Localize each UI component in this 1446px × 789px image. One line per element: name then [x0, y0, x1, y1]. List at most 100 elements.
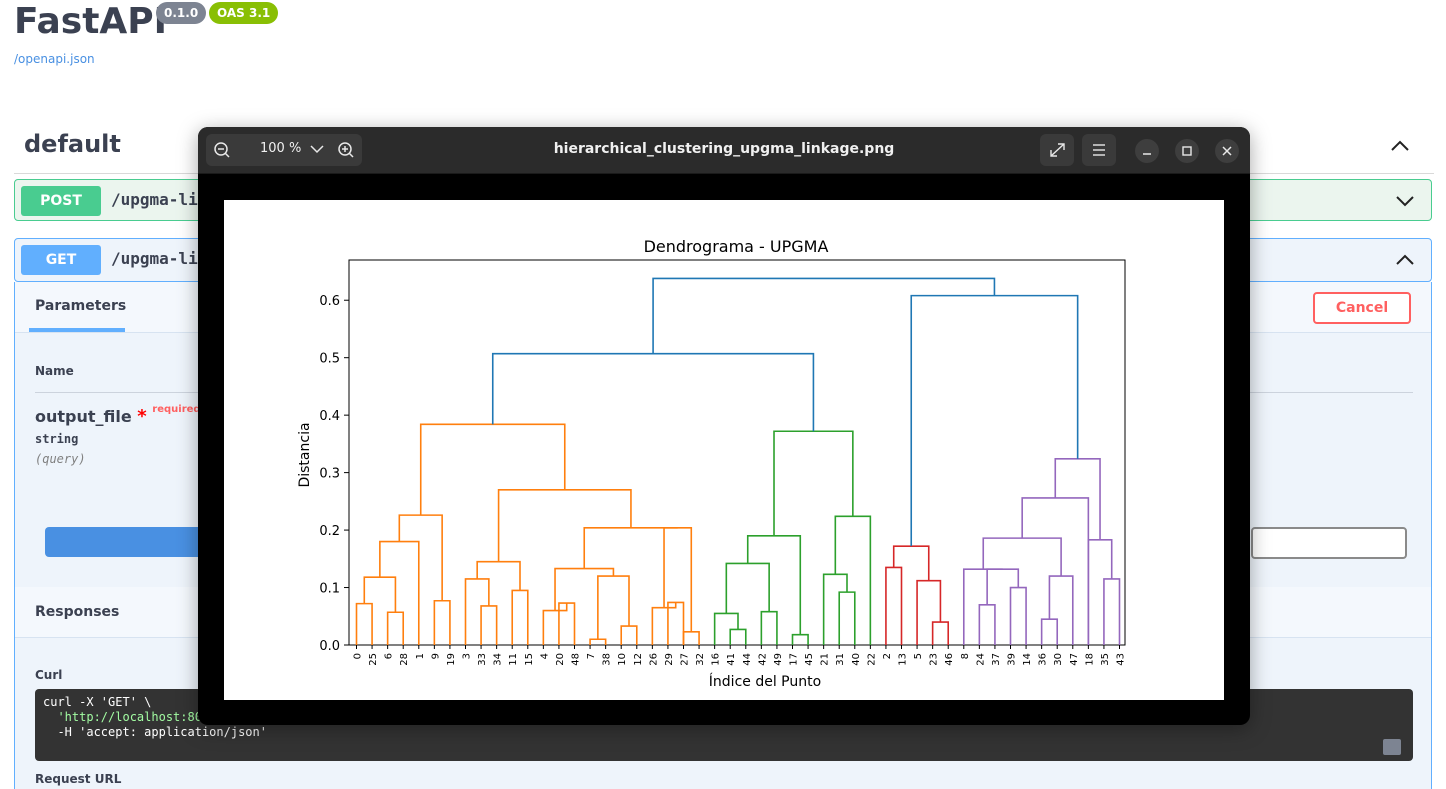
zoom-level[interactable]: 100 % — [260, 141, 302, 156]
chart-title: Dendrograma - UPGMA — [644, 237, 829, 256]
dendrogram-link — [363, 576, 397, 613]
post-method-badge: POST — [21, 186, 101, 216]
dendrogram-link — [892, 545, 930, 581]
leaf-label: 30 — [1053, 653, 1064, 666]
curl-line-3: -H 'accept: application/json' — [43, 725, 267, 739]
leaf-label: 12 — [633, 653, 644, 666]
leaf-label: 27 — [680, 653, 691, 666]
leaf-label: 40 — [851, 653, 862, 666]
dendrogram-link — [1087, 539, 1113, 645]
leaf-label: 19 — [446, 653, 457, 666]
close-icon — [1222, 146, 1232, 156]
leaf-label: 49 — [773, 653, 784, 666]
post-path: /upgma-li — [111, 190, 198, 209]
copy-icon[interactable] — [1383, 739, 1401, 755]
leaf-label: 33 — [477, 653, 488, 666]
oas-badge: OAS 3.1 — [209, 2, 279, 24]
leaf-label: 41 — [726, 653, 737, 666]
dendrogram-link — [558, 602, 576, 645]
leaf-label: 5 — [913, 653, 924, 659]
dendrogram-link — [511, 589, 529, 645]
leaf-label: 35 — [1100, 653, 1111, 666]
dendrogram-link — [1009, 586, 1027, 645]
dendrogram-link — [398, 514, 443, 601]
dendrogram-link — [978, 603, 996, 645]
close-button[interactable] — [1215, 139, 1239, 163]
tab-parameters[interactable]: Parameters — [35, 298, 127, 314]
y-tick-label: 0.6 — [319, 294, 340, 309]
leaf-label: 39 — [1007, 653, 1018, 666]
leaf-label: 44 — [742, 653, 753, 666]
section-title[interactable]: default — [24, 130, 121, 158]
dendrogram-link — [497, 489, 632, 562]
dendrogram-link — [986, 568, 1020, 605]
required-label: required — [152, 404, 201, 415]
fullscreen-button[interactable] — [1040, 134, 1074, 166]
minimize-icon — [1143, 153, 1151, 155]
leaf-label: 3 — [462, 653, 473, 659]
dendrogram-link — [729, 628, 747, 645]
get-method-badge: GET — [21, 245, 101, 275]
zoom-in-icon[interactable] — [330, 134, 362, 166]
leaf-label: 6 — [384, 653, 395, 659]
dendrogram-link — [620, 625, 638, 645]
dendrogram-link — [725, 562, 770, 614]
menu-button[interactable] — [1082, 134, 1116, 166]
zoom-controls: 100 % — [206, 134, 362, 166]
leaf-label: 14 — [1022, 653, 1033, 666]
leaf-label: 4 — [539, 653, 550, 659]
y-tick-label: 0.1 — [319, 582, 340, 597]
leaf-label: 31 — [835, 653, 846, 666]
hamburger-icon — [1093, 144, 1105, 156]
viewer-titlebar[interactable]: 100 % hierarchical_clustering_upgma_link… — [198, 127, 1250, 174]
request-url-label: Request URL — [35, 772, 122, 786]
curl-line-1-text: curl -X 'GET' \ — [43, 695, 152, 709]
dendrogram-link — [554, 567, 615, 611]
chevron-up-icon[interactable] — [1395, 253, 1415, 267]
openapi-json-link[interactable]: /openapi.json — [14, 52, 95, 66]
y-tick-label: 0.4 — [319, 409, 340, 424]
app-title: FastAPI — [14, 1, 168, 42]
maximize-icon — [1182, 146, 1192, 156]
version-badge: 0.1.0 — [156, 2, 207, 24]
dendrogram-link — [652, 277, 996, 354]
dendrogram-link — [885, 566, 903, 645]
leaf-label: 2 — [882, 653, 893, 659]
chevron-up-icon[interactable] — [1390, 138, 1410, 152]
dendrogram-link — [760, 610, 778, 645]
responses-title: Responses — [35, 604, 120, 620]
zoom-out-icon[interactable] — [206, 134, 238, 166]
dendrogram-link — [379, 540, 420, 645]
image-canvas: Dendrograma - UPGMA 0.0 0.1 0.2 0.3 0.4 0.5 0.… — [224, 200, 1224, 700]
leaf-label: 26 — [648, 653, 659, 666]
dendrogram-link — [1048, 575, 1074, 645]
plot-frame — [348, 259, 1126, 646]
clear-button[interactable] — [1251, 527, 1407, 559]
leaf-label: 18 — [1084, 653, 1095, 666]
dendrogram-link — [838, 591, 856, 645]
leaf-label: 9 — [430, 653, 441, 659]
leaf-label: 8 — [960, 653, 971, 659]
dendrogram-link — [597, 575, 630, 640]
leaf-label: 38 — [602, 653, 613, 666]
param-type: string — [35, 432, 79, 446]
leaf-label: 28 — [399, 653, 410, 666]
curl-line-1: curl -X 'GET' \ — [43, 695, 151, 709]
leaf-label: 1 — [415, 653, 426, 659]
zoom-dropdown-icon[interactable] — [310, 144, 324, 154]
dendrogram-link — [791, 633, 809, 645]
curl-label: Curl — [35, 668, 63, 682]
leaf-label: 0 — [353, 653, 364, 659]
maximize-button[interactable] — [1175, 139, 1199, 163]
minimize-button[interactable] — [1135, 139, 1159, 163]
execute-button[interactable] — [45, 527, 215, 557]
dendrogram-link — [464, 578, 490, 645]
leaf-label: 34 — [493, 653, 504, 666]
leaf-label: 36 — [1038, 653, 1049, 666]
cancel-button[interactable]: Cancel — [1313, 292, 1411, 324]
dendrogram-chart: Dendrograma - UPGMA 0.0 0.1 0.2 0.3 0.4 0.5 0.… — [297, 237, 1127, 690]
chevron-down-icon[interactable] — [1395, 194, 1415, 208]
dendrogram-link — [982, 537, 1062, 577]
viewer-filename: hierarchical_clustering_upgma_linkage.pn… — [553, 141, 895, 157]
dendrogram-link — [476, 560, 521, 591]
